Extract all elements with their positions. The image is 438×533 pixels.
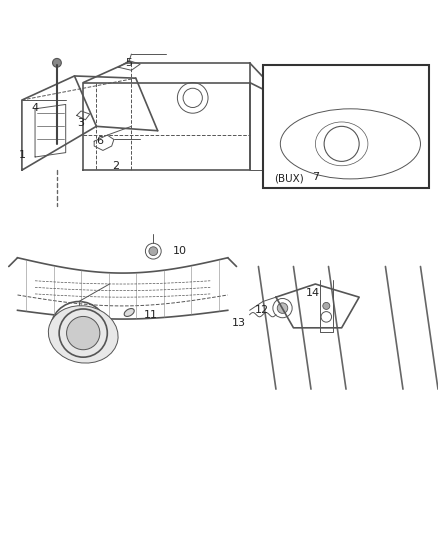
Text: 13: 13: [232, 318, 246, 328]
Circle shape: [53, 59, 61, 67]
Circle shape: [323, 302, 330, 310]
Text: 14: 14: [306, 288, 320, 298]
Text: 7: 7: [312, 172, 319, 182]
Text: 4: 4: [32, 103, 39, 113]
Text: 6: 6: [96, 136, 103, 146]
Circle shape: [277, 303, 288, 313]
Text: 12: 12: [255, 305, 269, 316]
Text: (BUX): (BUX): [274, 173, 304, 183]
Text: 9: 9: [78, 323, 85, 333]
Bar: [263, 65, 429, 188]
Text: 3: 3: [78, 118, 85, 128]
Circle shape: [149, 247, 158, 255]
Text: 10: 10: [173, 246, 187, 256]
Circle shape: [67, 317, 100, 350]
Ellipse shape: [48, 306, 118, 363]
Ellipse shape: [124, 309, 134, 317]
Text: 11: 11: [144, 310, 158, 320]
Text: 1: 1: [18, 150, 25, 160]
Text: 5: 5: [125, 58, 132, 68]
Text: 2: 2: [113, 161, 120, 171]
